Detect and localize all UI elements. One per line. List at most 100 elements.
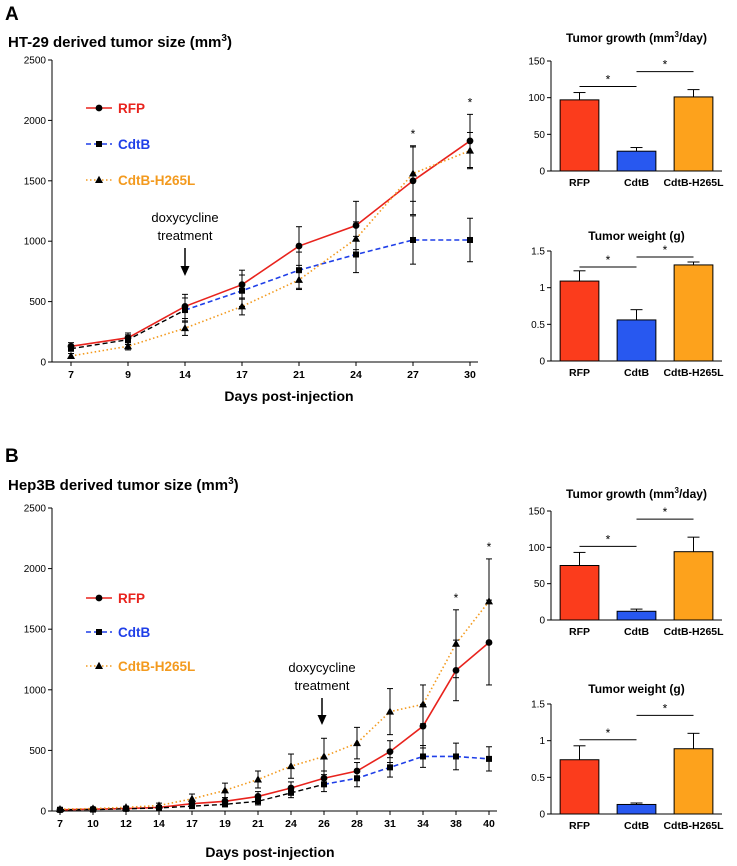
panel-b-line-xtick-label: 34	[417, 818, 429, 830]
panel-a-line-xtick-label: 14	[179, 369, 191, 381]
panel-a-weight-title: Tumor weight (g)	[588, 229, 684, 243]
panel-b-legend-cdtb-h265l-label: CdtB-H265L	[118, 659, 195, 674]
panel-b-line-xtick-label: 31	[384, 818, 396, 830]
panel-b-weight-ytick-label: 0	[539, 810, 545, 821]
panel-b-line-series-cdtb-point	[387, 764, 393, 771]
panel-a-weight-ytick-label: 0.5	[531, 320, 545, 331]
panel-a-weight-bar-cdtb-h265l	[673, 264, 714, 362]
panel-a-line-ytick-label: 1500	[24, 176, 47, 187]
panel-b-line-xtick-label: 40	[483, 818, 495, 830]
panel-a-xlabel: Days post-injection	[224, 388, 353, 404]
panel-b-line-xtick-label: 38	[450, 818, 462, 830]
panel-b-line-series-cdtb-point	[222, 801, 228, 808]
panel-b-line-xtick-label: 17	[186, 818, 198, 830]
panel-b-letter: B	[5, 446, 19, 467]
panel-a-growth-ytick-label: 150	[528, 57, 545, 68]
panel-b-weight-xtick-label: CdtB	[624, 820, 649, 832]
panel-a-line-series-cdtb-h265l-point	[124, 342, 132, 350]
panel-a-growth-bar-cdtb	[616, 150, 657, 172]
panel-b-weight-ytick-label: 1	[539, 736, 545, 747]
panel-a-line-significance-star: *	[411, 127, 416, 141]
panel-b-legend-rfp-marker	[95, 594, 103, 602]
panel-b-line-chart: 0 500 1000 1500 2000 2500 7 10 12 14 17 19 21 24 26 28 3…	[24, 504, 497, 830]
panel-a-title: HT-29 derived tumor size (mm3)	[8, 33, 232, 51]
panel-b-weight-ytick-label: 1.5	[531, 700, 545, 711]
panel-b-weight-bar-rfp	[559, 759, 600, 815]
panel-a-growth-xtick-label: CdtB	[624, 177, 649, 189]
panel-a-annotation-line2: treatment	[158, 228, 213, 243]
panel-a-letter: A	[5, 4, 19, 25]
panel-a-growth-ytick-label: 50	[534, 130, 546, 141]
panel-a-weight-ytick-label: 1	[539, 283, 545, 294]
panel-b-line-ytick-label: 2000	[24, 564, 47, 575]
panel-b-line-ytick-label: 1000	[24, 685, 47, 696]
panel-a-legend-cdtb-label: CdtB	[118, 137, 150, 152]
panel-b-weight-xtick-label: CdtB-H265L	[663, 820, 724, 832]
panel-b-line-ytick-label: 1500	[24, 625, 47, 636]
panel-b-line-series-cdtb-h265l-point	[254, 775, 262, 783]
panel-a-weight-xtick-label: RFP	[569, 367, 590, 379]
panel-a-line-ytick-label: 0	[40, 358, 46, 369]
panel-b-line-series-cdtb-point	[189, 803, 195, 810]
panel-a-weight-bar-chart: Tumor weight (g) 0 0.5 1 1.5 RFP CdtB CdtB-H265…	[531, 229, 724, 379]
panel-b-line-series-cdtb-h265l-point	[89, 804, 97, 812]
panel-a-legend: RFP CdtB CdtB-H265L	[86, 101, 195, 188]
panel-b-growth-ytick-label: 50	[534, 579, 546, 590]
panel-a-weight-sig-star-2: *	[663, 243, 668, 257]
panel-a-growth-xtick-label: RFP	[569, 177, 590, 189]
panel-a-growth-xtick-label: CdtB-H265L	[663, 177, 724, 189]
panel-b-line-series-cdtb-h265l-point	[221, 786, 229, 794]
panel-a-line-series-cdtb-h265l-point	[409, 169, 417, 177]
panel-b-line-series-rfp-point	[419, 722, 427, 730]
panel-a-weight-sig-star-1: *	[606, 253, 611, 267]
panel-a-line-series-cdtb-point	[125, 336, 131, 343]
panel-a-weight-bar-cdtb	[616, 319, 657, 362]
panel-a-legend-cdtb-h265l-label: CdtB-H265L	[118, 173, 195, 188]
panel-b-line-xtick-label: 7	[57, 818, 63, 830]
panel-a-line-series-cdtb-h265l-point	[295, 275, 303, 283]
panel-b-line-series-cdtb-h265l-point	[320, 752, 328, 760]
panel-b-line-series-cdtb-point	[288, 789, 294, 796]
panel-b-line-series-cdtb-point	[453, 753, 459, 760]
panel-b-growth-bar-cdtb-h265l	[673, 551, 714, 621]
panel-b-weight-xtick-label: RFP	[569, 820, 590, 832]
panel-b-line-xtick-label: 10	[87, 818, 99, 830]
panel-b-line-xtick-label: 24	[285, 818, 297, 830]
panel-b-line-series-cdtb-point	[486, 755, 492, 762]
panel-a-line-series-cdtb-h265l-point	[238, 302, 246, 310]
panel-a-line-xtick-label: 27	[407, 369, 419, 381]
panel-a-line-series-cdtb-h265l-point	[67, 351, 75, 359]
panel-a-line-chart: 0 500 1000 1500 2000 2500 7 9 14 17 21 24 27 30 * *	[24, 56, 478, 381]
panel-b-line-series-cdtb-h265l-line	[59, 600, 490, 810]
panel-b-line-significance-star: *	[487, 540, 492, 554]
panel-b-line-series-cdtb-h265l-point	[188, 794, 196, 802]
panel-b-line-series-rfp-point	[386, 748, 394, 756]
panel-b-xlabel: Days post-injection	[205, 844, 334, 860]
panel-a-legend-cdtb-h265l-marker	[95, 175, 103, 183]
panel-b-line-series-cdtb-h265l-point	[122, 803, 130, 811]
panel-a-line-series-rfp-line	[70, 140, 471, 348]
panel-b-line-xtick-label: 21	[252, 818, 264, 830]
panel-b-weight-ytick-label: 0.5	[531, 773, 545, 784]
panel-b-line-xtick-label: 19	[219, 818, 231, 830]
panel-b-growth-sig-star-2: *	[663, 505, 668, 519]
panel-b-growth-ytick-label: 100	[528, 543, 545, 554]
panel-b-growth-xtick-label: CdtB-H265L	[663, 626, 724, 638]
panel-b-line-series-cdtb-line	[323, 755, 490, 786]
panel-b-growth-xtick-label: RFP	[569, 626, 590, 638]
panel-a-growth-bar-rfp	[559, 99, 600, 172]
panel-b-legend-rfp-label: RFP	[118, 591, 145, 606]
panel-b-line-xtick-label: 28	[351, 818, 363, 830]
panel-b-weight-title: Tumor weight (g)	[588, 682, 684, 696]
panel-a-line-series-cdtb-h265l-point	[466, 146, 474, 154]
panel-b-growth-sig-star-1: *	[606, 532, 611, 546]
panel-b-line-series-cdtb-point	[354, 775, 360, 782]
panel-b-growth-title: Tumor growth (mm3/day)	[566, 486, 707, 501]
panel-b-weight-sig-star-1: *	[606, 726, 611, 740]
panel-b-annotation-arrow-head	[317, 715, 327, 725]
panel-a-line-ytick-label: 2000	[24, 116, 47, 127]
panel-b-line-xtick-label: 14	[153, 818, 165, 830]
panel-a-weight-xtick-label: CdtB-H265L	[663, 367, 724, 379]
panel-b-line-ytick-label: 0	[40, 807, 46, 818]
